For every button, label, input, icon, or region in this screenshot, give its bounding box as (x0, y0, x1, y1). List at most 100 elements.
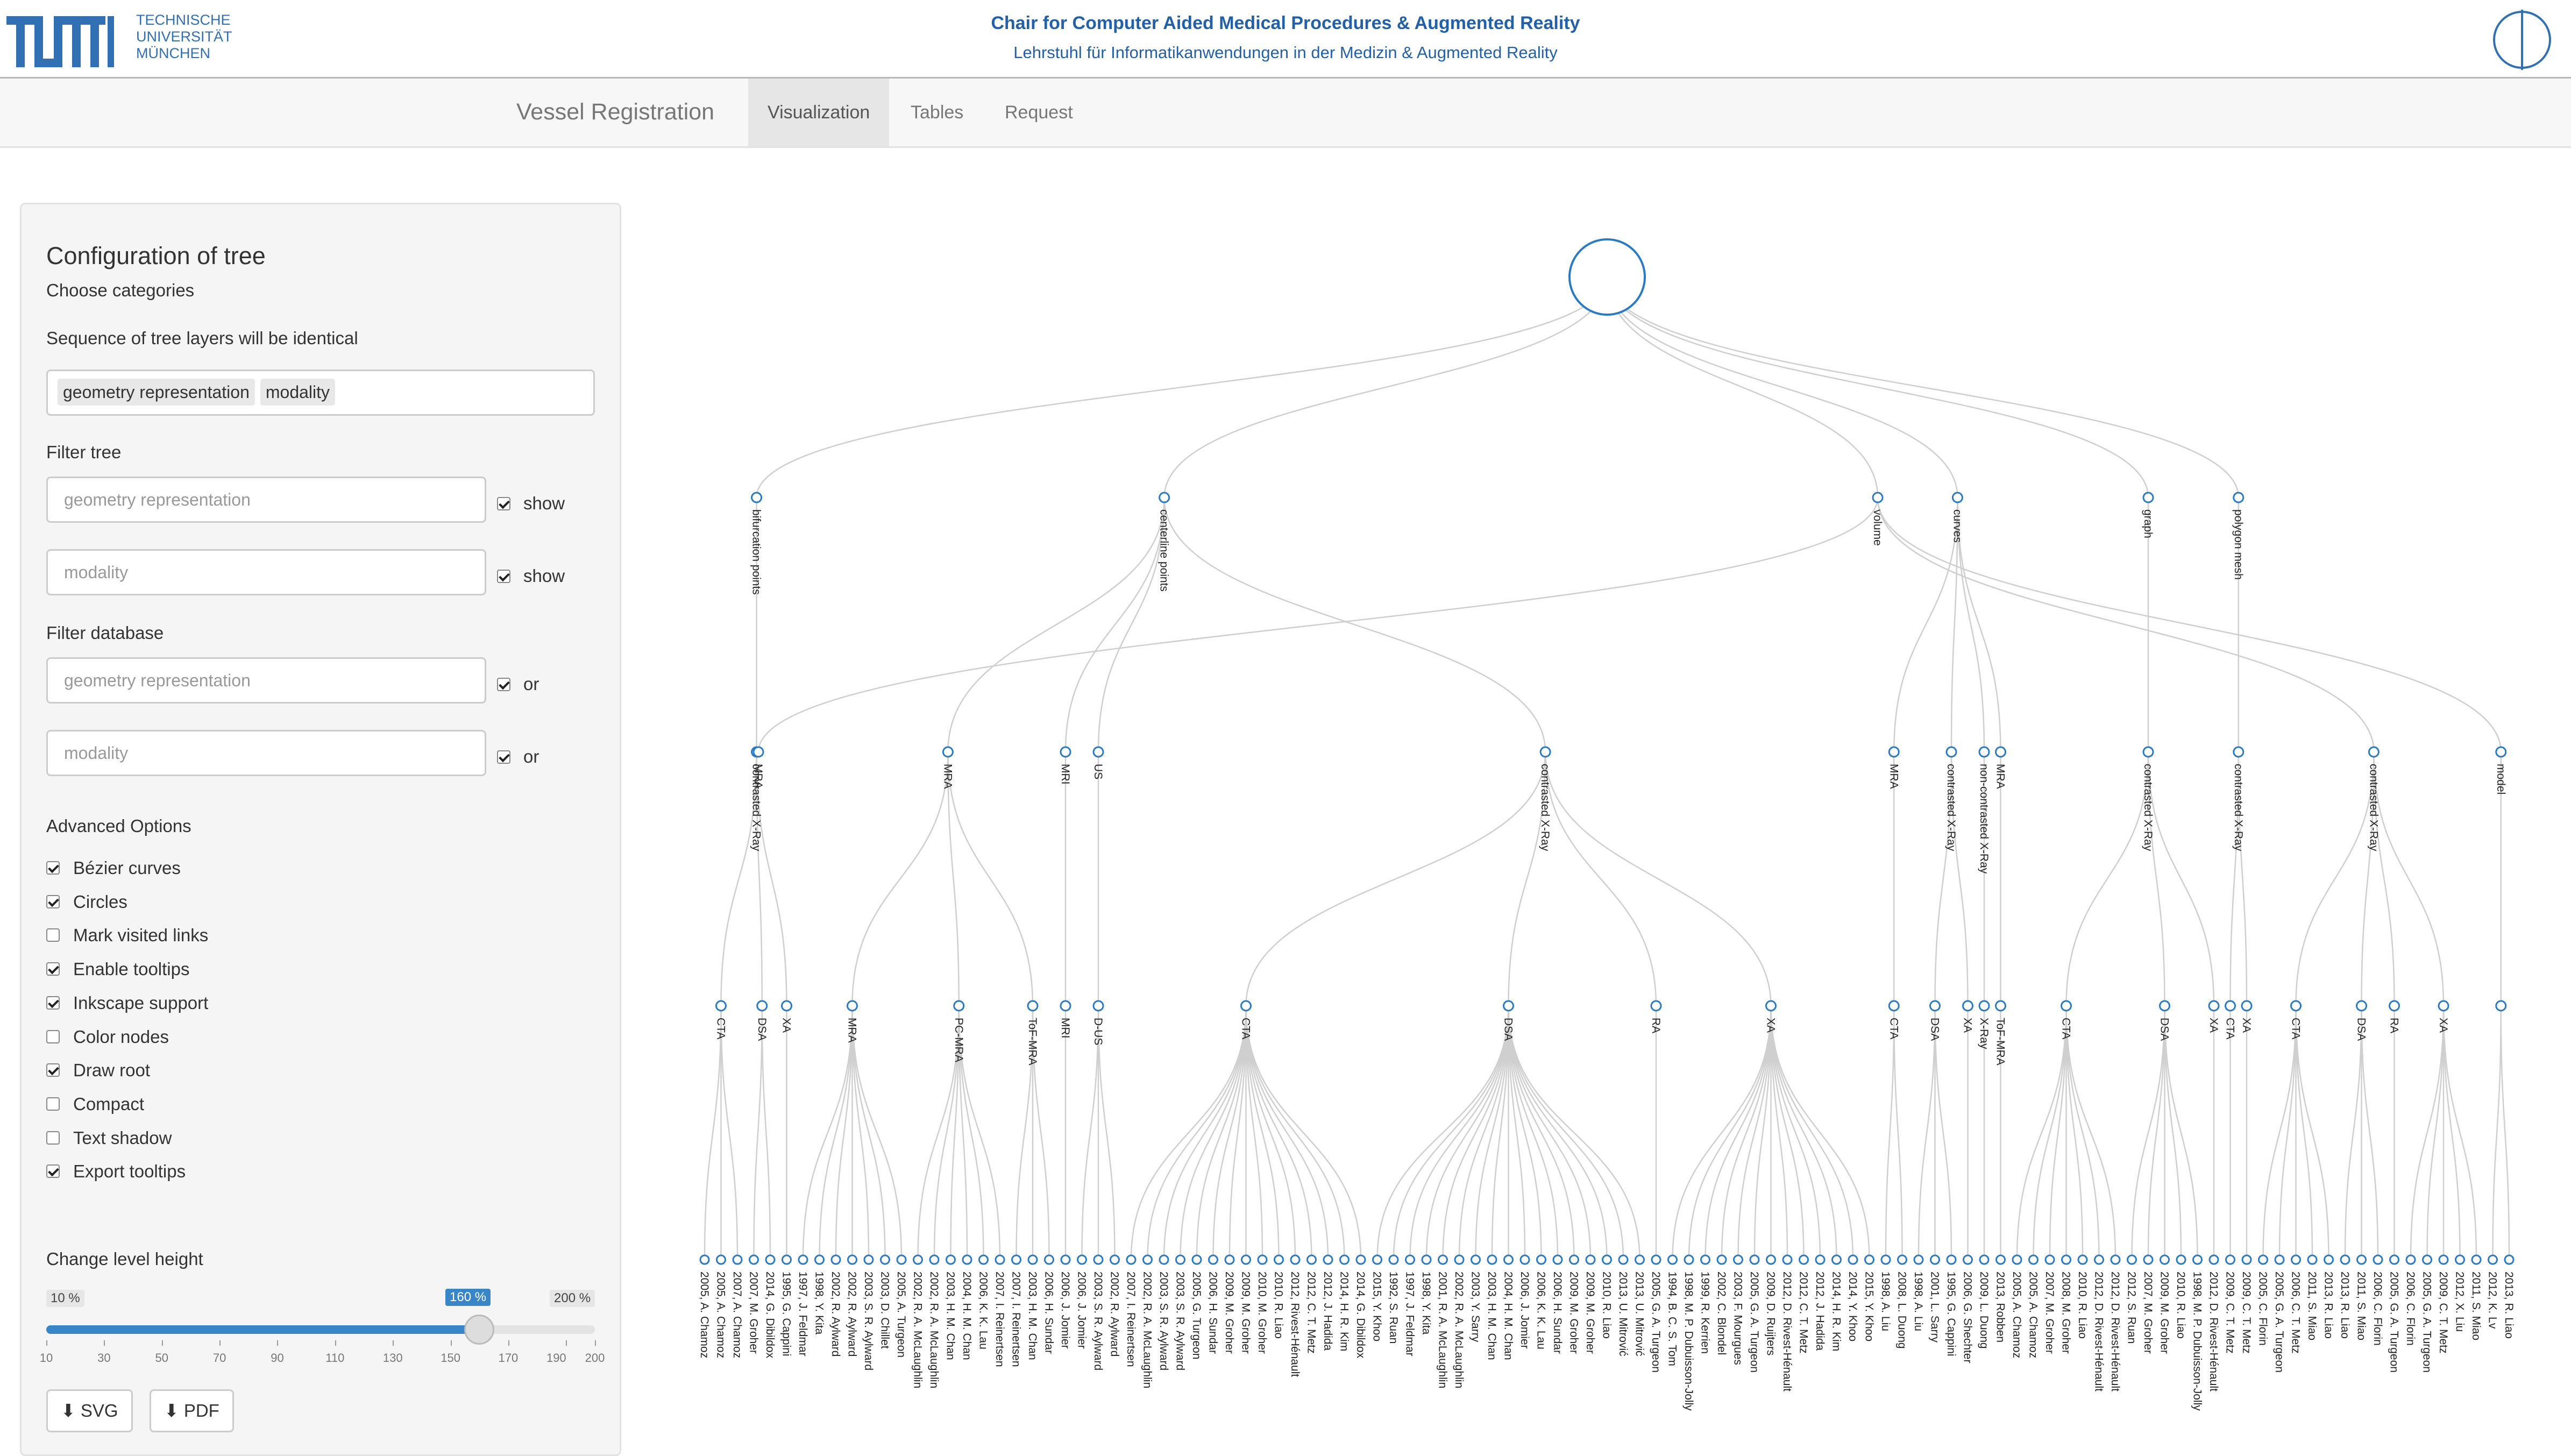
leaf-node[interactable] (1241, 1254, 1251, 1265)
option-checkbox[interactable] (46, 996, 60, 1010)
leaf-node[interactable] (2307, 1254, 2318, 1265)
leaf-node[interactable] (1799, 1254, 1809, 1265)
option-checkbox[interactable] (46, 1063, 60, 1077)
leaf-node[interactable] (1913, 1254, 1924, 1265)
subtype-node[interactable] (2290, 1000, 2302, 1012)
leaf-node[interactable] (765, 1254, 776, 1265)
subtype-node[interactable] (2241, 1000, 2253, 1012)
geometry-node[interactable] (1951, 492, 1963, 503)
modality-node[interactable] (2495, 746, 2507, 758)
subtype-node[interactable] (2208, 1000, 2220, 1012)
leaf-node[interactable] (1831, 1254, 1842, 1265)
subtype-node[interactable] (953, 1000, 965, 1012)
leaf-node[interactable] (2061, 1254, 2071, 1265)
leaf-node[interactable] (1618, 1254, 1629, 1265)
leaf-node[interactable] (1815, 1254, 1826, 1265)
leaf-node[interactable] (2340, 1254, 2350, 1265)
subtype-node[interactable] (1092, 1000, 1104, 1012)
leaf-node[interactable] (2160, 1254, 2170, 1265)
leaf-node[interactable] (1667, 1254, 1678, 1265)
subtype-node[interactable] (715, 1000, 727, 1012)
filter-tree-modality-checkbox[interactable] (497, 570, 510, 583)
leaf-node[interactable] (1060, 1254, 1071, 1265)
leaf-node[interactable] (1848, 1254, 1858, 1265)
leaf-node[interactable] (2028, 1254, 2039, 1265)
leaf-node[interactable] (1782, 1254, 1793, 1265)
leaf-node[interactable] (2405, 1254, 2416, 1265)
leaf-node[interactable] (1503, 1254, 1514, 1265)
leaf-node[interactable] (896, 1254, 907, 1265)
geometry-node[interactable] (751, 492, 763, 503)
leaf-node[interactable] (732, 1254, 743, 1265)
subtype-node[interactable] (1995, 1000, 2006, 1012)
leaf-node[interactable] (2077, 1254, 2088, 1265)
leaf-node[interactable] (1946, 1254, 1957, 1265)
export-pdf-button[interactable]: ⬇ PDF (150, 1389, 234, 1432)
root-node[interactable] (1568, 238, 1646, 316)
subtype-node[interactable] (2159, 1000, 2170, 1012)
leaf-node[interactable] (1519, 1254, 1530, 1265)
leaf-node[interactable] (1224, 1254, 1235, 1265)
leaf-node[interactable] (1635, 1254, 1645, 1265)
leaf-node[interactable] (2274, 1254, 2285, 1265)
leaf-node[interactable] (2356, 1254, 2367, 1265)
leaf-node[interactable] (814, 1254, 825, 1265)
category-selector[interactable]: geometry representation modality (46, 370, 595, 416)
leaf-node[interactable] (1274, 1254, 1284, 1265)
option-checkbox[interactable] (46, 962, 60, 976)
leaf-node[interactable] (2373, 1254, 2383, 1265)
leaf-node[interactable] (1027, 1254, 1038, 1265)
option-checkbox[interactable] (46, 894, 60, 908)
leaf-node[interactable] (1536, 1254, 1546, 1265)
subtype-node[interactable] (1650, 1000, 1662, 1012)
leaf-node[interactable] (1438, 1254, 1448, 1265)
leaf-node[interactable] (798, 1254, 808, 1265)
leaf-node[interactable] (1110, 1254, 1120, 1265)
leaf-node[interactable] (2455, 1254, 2465, 1265)
leaf-node[interactable] (1963, 1254, 1973, 1265)
subtype-node[interactable] (2389, 1000, 2400, 1012)
geometry-node[interactable] (1159, 492, 1170, 503)
option-checkbox[interactable] (46, 861, 60, 875)
subtype-node[interactable] (756, 1000, 768, 1012)
leaf-node[interactable] (716, 1254, 726, 1265)
leaf-node[interactable] (2241, 1254, 2252, 1265)
modality-node[interactable] (1092, 746, 1104, 758)
modality-node[interactable] (1978, 746, 1990, 758)
leaf-node[interactable] (847, 1254, 857, 1265)
leaf-node[interactable] (1077, 1254, 1087, 1265)
leaf-node[interactable] (995, 1254, 1005, 1265)
subtype-node[interactable] (781, 1000, 792, 1012)
leaf-node[interactable] (1126, 1254, 1137, 1265)
filter-db-modality-input[interactable]: modality (46, 730, 486, 776)
category-tag[interactable]: geometry representation (58, 379, 255, 406)
leaf-node[interactable] (1897, 1254, 1907, 1265)
tab-request[interactable]: Request (1005, 102, 1073, 123)
leaf-node[interactable] (1191, 1254, 1202, 1265)
leaf-node[interactable] (1175, 1254, 1185, 1265)
subtype-node[interactable] (1962, 1000, 1973, 1012)
tab-visualization[interactable]: Visualization (748, 79, 890, 146)
leaf-node[interactable] (2225, 1254, 2235, 1265)
leaf-node[interactable] (2094, 1254, 2104, 1265)
leaf-node[interactable] (913, 1254, 923, 1265)
filter-tree-geometry-input[interactable]: geometry representation (46, 477, 486, 523)
subtype-node[interactable] (2356, 1000, 2367, 1012)
leaf-node[interactable] (2192, 1254, 2203, 1265)
leaf-node[interactable] (749, 1254, 759, 1265)
leaf-node[interactable] (1716, 1254, 1727, 1265)
leaf-node[interactable] (1454, 1254, 1465, 1265)
subtype-node[interactable] (1060, 1000, 1071, 1012)
level-height-slider[interactable] (46, 1315, 595, 1345)
modality-node[interactable] (752, 746, 764, 758)
leaf-node[interactable] (2471, 1254, 2482, 1265)
leaf-node[interactable] (1552, 1254, 1563, 1265)
leaf-node[interactable] (863, 1254, 874, 1265)
leaf-node[interactable] (929, 1254, 940, 1265)
leaf-node[interactable] (1487, 1254, 1497, 1265)
subtype-node[interactable] (847, 1000, 858, 1012)
modality-node[interactable] (2142, 746, 2154, 758)
leaf-node[interactable] (782, 1254, 792, 1265)
export-svg-button[interactable]: ⬇ SVG (46, 1389, 133, 1432)
leaf-node[interactable] (1339, 1254, 1350, 1265)
